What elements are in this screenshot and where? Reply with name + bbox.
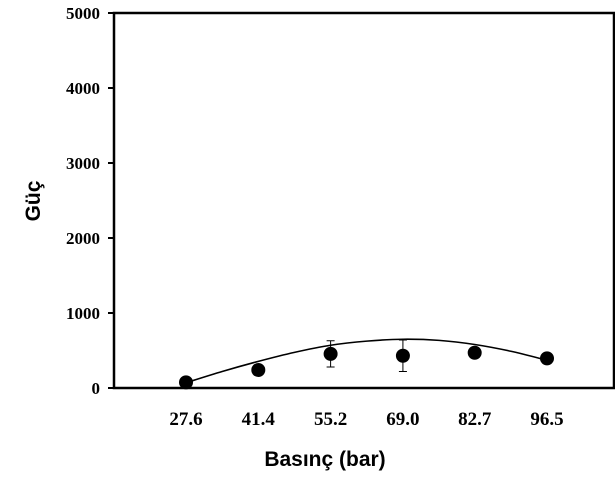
data-point: [540, 351, 554, 366]
x-axis-label: Basınç (bar): [264, 448, 385, 471]
data-point: [395, 348, 410, 363]
x-tick-label: 27.6: [169, 409, 202, 430]
x-tick-label: 96.5: [530, 409, 563, 430]
y-tick-label: 1000: [66, 304, 100, 323]
data-points-layer: [179, 339, 554, 390]
fit-curve: [185, 338, 548, 384]
data-point: [251, 363, 266, 377]
data-point: [467, 345, 482, 360]
data-point: [323, 346, 338, 361]
x-tick-label: 69.0: [386, 409, 419, 430]
y-tick-label: 2000: [66, 229, 100, 248]
x-tick-label: 41.4: [242, 409, 276, 430]
fit-curve-layer: [185, 338, 548, 384]
y-tick-label: 3000: [66, 154, 100, 173]
y-axis-ticks: 0 1000 2000 3000 4000 5000: [66, 4, 114, 398]
y-axis-label: Güç: [22, 180, 45, 221]
plot-area-border: [112, 11, 615, 390]
y-tick-label: 0: [92, 379, 101, 398]
x-axis-ticks: 27.6 41.4 55.2 69.0 82.7 96.5: [169, 409, 563, 430]
x-tick-label: 55.2: [314, 409, 347, 430]
y-tick-label: 4000: [66, 79, 100, 98]
x-tick-label: 82.7: [458, 409, 492, 430]
plot-frame: [112, 11, 615, 390]
y-tick-label: 5000: [66, 4, 100, 23]
data-point: [179, 375, 193, 390]
